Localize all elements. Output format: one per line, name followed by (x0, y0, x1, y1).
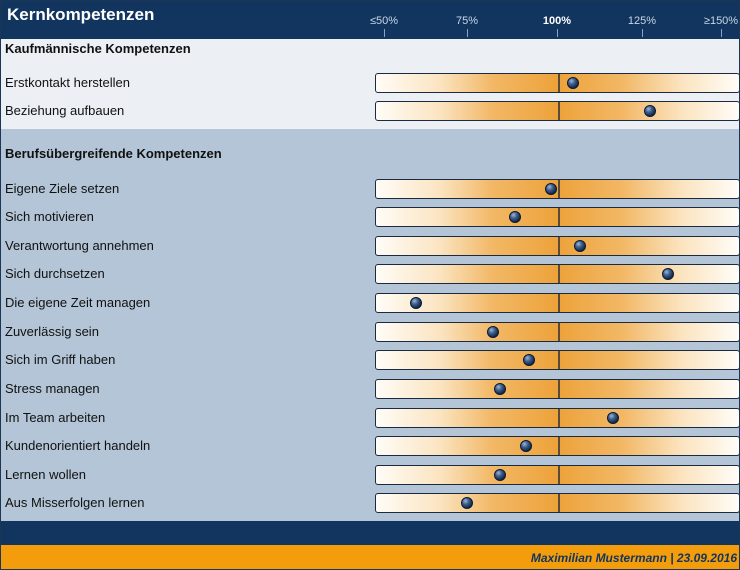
reference-line (557, 294, 560, 312)
competency-value-dot (410, 297, 423, 309)
competency-value-dot (607, 412, 620, 424)
section-title: Berufsübergreifende Kompetenzen (5, 146, 222, 161)
competency-bar (375, 493, 739, 513)
reference-line (557, 208, 560, 226)
competency-label: Die eigene Zeit managen (5, 295, 151, 310)
reference-line (557, 494, 560, 512)
competency-bar (375, 264, 739, 284)
competency-label: Eigene Ziele setzen (5, 181, 120, 196)
competency-label: Lernen wollen (5, 467, 86, 482)
competency-value-dot (494, 383, 507, 395)
competency-label: Zuverlässig sein (5, 324, 99, 339)
competency-bar (375, 465, 739, 485)
reference-line (557, 265, 560, 283)
reference-line (557, 380, 560, 398)
competency-label: Kundenorientiert handeln (5, 438, 151, 453)
competency-value-dot (662, 268, 674, 280)
competency-value-dot (574, 240, 587, 252)
competency-bar (375, 207, 739, 227)
competency-bar (375, 101, 739, 121)
competency-label: Stress managen (5, 381, 100, 396)
competency-bar (375, 236, 739, 256)
competency-label: Beziehung aufbauen (5, 103, 125, 118)
footer-signature: Maximilian Mustermann | 23.09.2016 (530, 551, 737, 565)
competency-bar (375, 408, 739, 428)
competency-value-dot (519, 440, 532, 452)
scale-tick-mark (467, 29, 468, 37)
section-title: Kaufmännische Kompetenzen (5, 41, 191, 56)
scale-tick-label: ≤50% (369, 15, 399, 27)
competency-value-dot (508, 211, 521, 223)
scale-tick-label: ≥150% (703, 15, 739, 27)
reference-line (557, 74, 560, 92)
scale-tick-label: 75% (455, 15, 479, 27)
competency-value-dot (545, 183, 558, 195)
reference-line (557, 180, 560, 198)
competency-label: Sich motivieren (5, 209, 94, 224)
competency-value-dot (486, 326, 499, 338)
competency-value-dot (567, 77, 580, 89)
reference-line (557, 323, 560, 341)
competency-bar (375, 322, 739, 342)
reference-line (557, 466, 560, 484)
competency-bar (375, 179, 739, 199)
competency-bar (375, 350, 739, 370)
reference-line (557, 409, 560, 427)
reference-line (557, 237, 560, 255)
scale-tick-mark (642, 29, 643, 37)
reference-line (557, 437, 560, 455)
competency-value-dot (643, 105, 656, 117)
competency-bar (375, 293, 739, 313)
competency-value-dot (461, 497, 474, 509)
competency-label: Im Team arbeiten (5, 410, 106, 425)
competency-label: Aus Misserfolgen lernen (5, 495, 145, 510)
reference-line (557, 102, 560, 120)
chart-title: Kernkompetenzen (7, 5, 155, 24)
competency-label: Verantwortung annehmen (5, 238, 154, 253)
footer-bar (1, 521, 739, 545)
competency-value-dot (523, 354, 536, 366)
scale-tick-mark (384, 29, 385, 37)
competency-value-dot (494, 469, 507, 481)
footer-accent-bar: Maximilian Mustermann | 23.09.2016 (1, 545, 739, 569)
competency-bar (375, 436, 739, 456)
scale-tick-label: 100% (542, 15, 572, 27)
scale-tick-mark (721, 29, 722, 37)
competency-label: Sich im Griff haben (5, 352, 116, 367)
competency-label: Sich durchsetzen (5, 266, 105, 281)
scale-tick-mark (557, 29, 558, 37)
reference-line (557, 351, 560, 369)
chart-header: Kernkompetenzen ≤50% 75% 100% 125% ≥150% (1, 1, 739, 39)
competency-label: Erstkontakt herstellen (5, 75, 131, 90)
competency-bar (375, 73, 739, 93)
scale-tick-label: 125% (627, 15, 657, 27)
competency-bar (375, 379, 739, 399)
